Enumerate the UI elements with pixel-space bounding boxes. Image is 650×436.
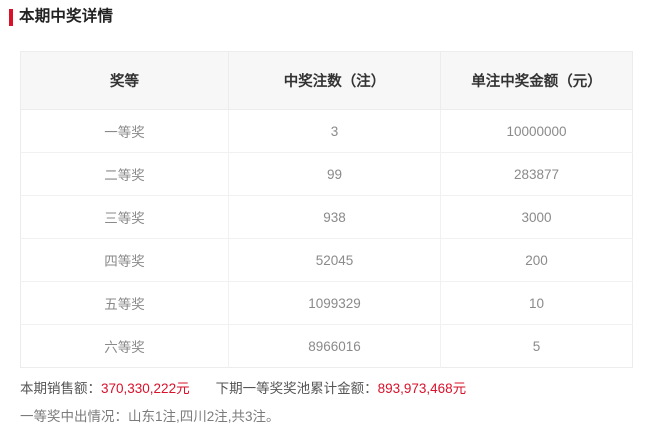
- cell-amount: 5: [440, 324, 633, 368]
- table-body: 一等奖 3 10000000 二等奖 99 283877 三等奖 938 300…: [20, 109, 633, 368]
- cell-amount: 10000000: [440, 109, 633, 153]
- cell-level: 六等奖: [20, 324, 229, 368]
- sales-value: 370,330,222元: [101, 381, 190, 396]
- cell-amount: 200: [440, 238, 633, 282]
- cell-count: 52045: [228, 238, 441, 282]
- column-header-level: 奖等: [20, 51, 229, 110]
- first-prize-distribution-line: 一等奖中出情况：山东1注,四川2注,共3注。: [20, 406, 634, 427]
- cell-level: 一等奖: [20, 109, 229, 153]
- sales-label: 本期销售额：: [20, 381, 101, 396]
- pool-value: 893,973,468元: [377, 381, 467, 396]
- cell-level: 二等奖: [20, 152, 229, 196]
- column-header-amount: 单注中奖金额（元）: [440, 51, 633, 110]
- page-title: 本期中奖详情: [9, 7, 113, 27]
- prize-detail-table: 奖等 中奖注数（注） 单注中奖金额（元） 一等奖 3 10000000 二等奖 …: [20, 51, 633, 368]
- table-header: 奖等 中奖注数（注） 单注中奖金额（元）: [20, 51, 633, 110]
- sales-and-pool-line: 本期销售额：370,330,222元 下期一等奖奖池累计金额：893,973,46…: [20, 378, 634, 399]
- cell-count: 99: [228, 152, 441, 196]
- cell-level: 五等奖: [20, 281, 229, 325]
- cell-count: 938: [228, 195, 441, 239]
- page-title-text: 本期中奖详情: [19, 8, 114, 26]
- pool-label: 下期一等奖奖池累计金额：: [215, 381, 378, 396]
- table-row: 一等奖 3 10000000: [20, 109, 633, 153]
- table-header-row: 奖等 中奖注数（注） 单注中奖金额（元）: [20, 51, 633, 110]
- table-row: 五等奖 1099329 10: [20, 281, 633, 325]
- cell-amount: 283877: [440, 152, 633, 196]
- cell-level: 四等奖: [20, 238, 229, 282]
- first-prize-distribution-text: 一等奖中出情况：山东1注,四川2注,共3注。: [20, 409, 280, 424]
- table-row: 二等奖 99 283877: [20, 152, 633, 196]
- table-row: 六等奖 8966016 5: [20, 324, 633, 368]
- cell-amount: 3000: [440, 195, 633, 239]
- table-row: 四等奖 52045 200: [20, 238, 633, 282]
- cell-count: 1099329: [228, 281, 441, 325]
- table-row: 三等奖 938 3000: [20, 195, 633, 239]
- column-header-count: 中奖注数（注）: [228, 51, 441, 110]
- title-accent-bar: [9, 8, 13, 26]
- cell-count: 3: [228, 109, 441, 153]
- cell-amount: 10: [440, 281, 633, 325]
- footer-notes: 本期销售额：370,330,222元 下期一等奖奖池累计金额：893,973,46…: [20, 378, 634, 427]
- cell-count: 8966016: [228, 324, 441, 368]
- cell-level: 三等奖: [20, 195, 229, 239]
